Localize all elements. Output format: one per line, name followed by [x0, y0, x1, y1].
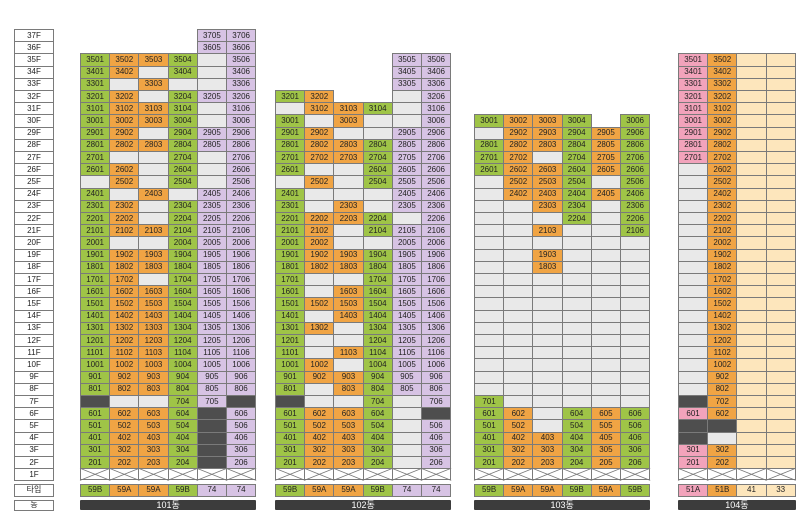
type-cell: 59A	[503, 484, 534, 497]
building-bar	[80, 499, 257, 510]
unit-cell: 3606	[226, 41, 257, 55]
unit-cell: 406	[620, 431, 651, 445]
type-cell: 59A	[333, 484, 364, 497]
floor-label: 18F	[14, 260, 54, 274]
building-name: 103동	[550, 500, 574, 511]
type-row-label: 타입	[14, 484, 54, 497]
unit-cell: 3406	[226, 65, 257, 79]
building-name: 101동	[156, 500, 180, 511]
building-row-label: 동	[14, 499, 54, 511]
unit-cell: 1806	[226, 260, 257, 274]
unit-cell: 706	[421, 395, 452, 409]
type-cell: 59B	[362, 484, 393, 497]
unit-cell: 606	[620, 407, 651, 421]
type-cell: 74	[226, 484, 257, 497]
floor-label: 1F	[14, 468, 54, 482]
type-cell: 59B	[620, 484, 651, 497]
floor-label: 25F	[14, 175, 54, 189]
building-bar	[474, 499, 651, 510]
unit-cell: 2206	[620, 212, 651, 226]
floor-label: 9F	[14, 370, 54, 384]
floor-label: 10F	[14, 358, 54, 372]
building-name: 102동	[351, 500, 375, 511]
unit-cell: 2306	[620, 199, 651, 213]
building-bar	[275, 499, 452, 510]
type-cell: 74	[421, 484, 452, 497]
type-cell: 59A	[109, 484, 140, 497]
type-cell: 59A	[590, 484, 621, 497]
unit-cell: 2406	[620, 187, 651, 201]
